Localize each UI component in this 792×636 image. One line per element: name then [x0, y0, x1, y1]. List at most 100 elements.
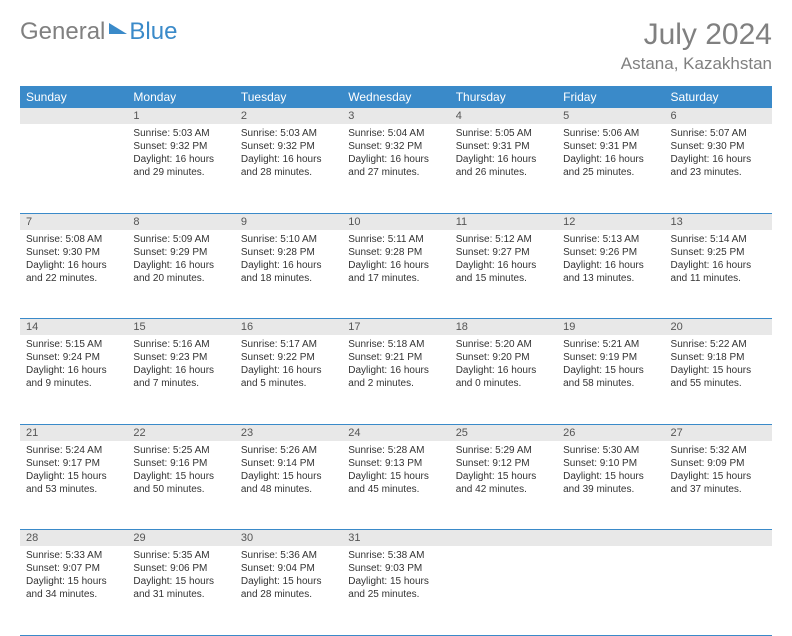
- sunrise-line: Sunrise: 5:17 AM: [241, 338, 336, 351]
- sunset-line: Sunset: 9:13 PM: [348, 457, 443, 470]
- sunset-line: Sunset: 9:16 PM: [133, 457, 228, 470]
- daynum-cell: 4: [450, 108, 557, 124]
- daynum-cell: 19: [557, 319, 664, 336]
- day1-line: Daylight: 15 hours: [671, 364, 766, 377]
- sunrise-line: Sunrise: 5:26 AM: [241, 444, 336, 457]
- sunset-line: Sunset: 9:32 PM: [241, 140, 336, 153]
- sunset-line: Sunset: 9:19 PM: [563, 351, 658, 364]
- day1-line: Daylight: 16 hours: [26, 364, 121, 377]
- day1-line: Daylight: 15 hours: [133, 575, 228, 588]
- sunset-line: Sunset: 9:06 PM: [133, 562, 228, 575]
- day1-line: Daylight: 16 hours: [671, 153, 766, 166]
- sunrise-line: Sunrise: 5:10 AM: [241, 233, 336, 246]
- daynum-row: 78910111213: [20, 213, 772, 230]
- day-content: Sunrise: 5:22 AMSunset: 9:18 PMDaylight:…: [665, 335, 772, 394]
- weekday-header: Friday: [557, 86, 664, 108]
- day-cell: [20, 124, 127, 213]
- sunrise-line: Sunrise: 5:22 AM: [671, 338, 766, 351]
- daynum-cell: 28: [20, 530, 127, 547]
- day-content: Sunrise: 5:32 AMSunset: 9:09 PMDaylight:…: [665, 441, 772, 500]
- day1-line: Daylight: 16 hours: [26, 259, 121, 272]
- daynum-row: 14151617181920: [20, 319, 772, 336]
- daynum-cell: 30: [235, 530, 342, 547]
- day-cell: Sunrise: 5:20 AMSunset: 9:20 PMDaylight:…: [450, 335, 557, 424]
- sunrise-line: Sunrise: 5:06 AM: [563, 127, 658, 140]
- daynum-cell: [20, 108, 127, 124]
- logo-text-1: General: [20, 18, 105, 46]
- sunrise-line: Sunrise: 5:24 AM: [26, 444, 121, 457]
- daynum-cell: 6: [665, 108, 772, 124]
- day-content: Sunrise: 5:35 AMSunset: 9:06 PMDaylight:…: [127, 546, 234, 605]
- day-content: Sunrise: 5:15 AMSunset: 9:24 PMDaylight:…: [20, 335, 127, 394]
- daynum-cell: 25: [450, 424, 557, 441]
- day-cell: Sunrise: 5:10 AMSunset: 9:28 PMDaylight:…: [235, 230, 342, 319]
- day-content: Sunrise: 5:21 AMSunset: 9:19 PMDaylight:…: [557, 335, 664, 394]
- day-cell: Sunrise: 5:24 AMSunset: 9:17 PMDaylight:…: [20, 441, 127, 530]
- sunset-line: Sunset: 9:28 PM: [241, 246, 336, 259]
- day-cell: Sunrise: 5:36 AMSunset: 9:04 PMDaylight:…: [235, 546, 342, 635]
- day-content: Sunrise: 5:13 AMSunset: 9:26 PMDaylight:…: [557, 230, 664, 289]
- daynum-cell: [665, 530, 772, 547]
- day-content: Sunrise: 5:03 AMSunset: 9:32 PMDaylight:…: [235, 124, 342, 183]
- sunset-line: Sunset: 9:18 PM: [671, 351, 766, 364]
- sunrise-line: Sunrise: 5:04 AM: [348, 127, 443, 140]
- sunrise-line: Sunrise: 5:28 AM: [348, 444, 443, 457]
- day-content: Sunrise: 5:18 AMSunset: 9:21 PMDaylight:…: [342, 335, 449, 394]
- sunset-line: Sunset: 9:30 PM: [26, 246, 121, 259]
- day-content: Sunrise: 5:11 AMSunset: 9:28 PMDaylight:…: [342, 230, 449, 289]
- sunrise-line: Sunrise: 5:29 AM: [456, 444, 551, 457]
- daynum-cell: 5: [557, 108, 664, 124]
- day1-line: Daylight: 15 hours: [456, 470, 551, 483]
- daynum-cell: 7: [20, 213, 127, 230]
- day-content: Sunrise: 5:12 AMSunset: 9:27 PMDaylight:…: [450, 230, 557, 289]
- week-row: Sunrise: 5:03 AMSunset: 9:32 PMDaylight:…: [20, 124, 772, 213]
- daynum-cell: 17: [342, 319, 449, 336]
- daynum-cell: 26: [557, 424, 664, 441]
- day1-line: Daylight: 16 hours: [456, 364, 551, 377]
- sunrise-line: Sunrise: 5:08 AM: [26, 233, 121, 246]
- day1-line: Daylight: 15 hours: [26, 470, 121, 483]
- day-cell: Sunrise: 5:16 AMSunset: 9:23 PMDaylight:…: [127, 335, 234, 424]
- day1-line: Daylight: 16 hours: [241, 153, 336, 166]
- day2-line: and 45 minutes.: [348, 483, 443, 496]
- day-content: Sunrise: 5:08 AMSunset: 9:30 PMDaylight:…: [20, 230, 127, 289]
- daynum-cell: 24: [342, 424, 449, 441]
- day2-line: and 20 minutes.: [133, 272, 228, 285]
- sunrise-line: Sunrise: 5:07 AM: [671, 127, 766, 140]
- day-cell: Sunrise: 5:32 AMSunset: 9:09 PMDaylight:…: [665, 441, 772, 530]
- daynum-cell: 21: [20, 424, 127, 441]
- daynum-cell: 15: [127, 319, 234, 336]
- weekday-header: Tuesday: [235, 86, 342, 108]
- day2-line: and 11 minutes.: [671, 272, 766, 285]
- week-row: Sunrise: 5:24 AMSunset: 9:17 PMDaylight:…: [20, 441, 772, 530]
- day-cell: [557, 546, 664, 635]
- day-content: Sunrise: 5:04 AMSunset: 9:32 PMDaylight:…: [342, 124, 449, 183]
- day2-line: and 55 minutes.: [671, 377, 766, 390]
- sunrise-line: Sunrise: 5:33 AM: [26, 549, 121, 562]
- day-cell: Sunrise: 5:06 AMSunset: 9:31 PMDaylight:…: [557, 124, 664, 213]
- day1-line: Daylight: 15 hours: [133, 470, 228, 483]
- sunset-line: Sunset: 9:04 PM: [241, 562, 336, 575]
- sunset-line: Sunset: 9:07 PM: [26, 562, 121, 575]
- sunset-line: Sunset: 9:27 PM: [456, 246, 551, 259]
- day-content: Sunrise: 5:26 AMSunset: 9:14 PMDaylight:…: [235, 441, 342, 500]
- sunrise-line: Sunrise: 5:30 AM: [563, 444, 658, 457]
- day2-line: and 0 minutes.: [456, 377, 551, 390]
- day1-line: Daylight: 15 hours: [241, 575, 336, 588]
- day-cell: Sunrise: 5:03 AMSunset: 9:32 PMDaylight:…: [127, 124, 234, 213]
- day-content: Sunrise: 5:16 AMSunset: 9:23 PMDaylight:…: [127, 335, 234, 394]
- day2-line: and 9 minutes.: [26, 377, 121, 390]
- sunrise-line: Sunrise: 5:21 AM: [563, 338, 658, 351]
- sunset-line: Sunset: 9:21 PM: [348, 351, 443, 364]
- day2-line: and 25 minutes.: [563, 166, 658, 179]
- sunset-line: Sunset: 9:25 PM: [671, 246, 766, 259]
- day-content: Sunrise: 5:36 AMSunset: 9:04 PMDaylight:…: [235, 546, 342, 605]
- day2-line: and 25 minutes.: [348, 588, 443, 601]
- weekday-header: Sunday: [20, 86, 127, 108]
- daynum-cell: 16: [235, 319, 342, 336]
- day-content: Sunrise: 5:09 AMSunset: 9:29 PMDaylight:…: [127, 230, 234, 289]
- day-content: Sunrise: 5:14 AMSunset: 9:25 PMDaylight:…: [665, 230, 772, 289]
- sunset-line: Sunset: 9:09 PM: [671, 457, 766, 470]
- day2-line: and 28 minutes.: [241, 166, 336, 179]
- day-cell: Sunrise: 5:28 AMSunset: 9:13 PMDaylight:…: [342, 441, 449, 530]
